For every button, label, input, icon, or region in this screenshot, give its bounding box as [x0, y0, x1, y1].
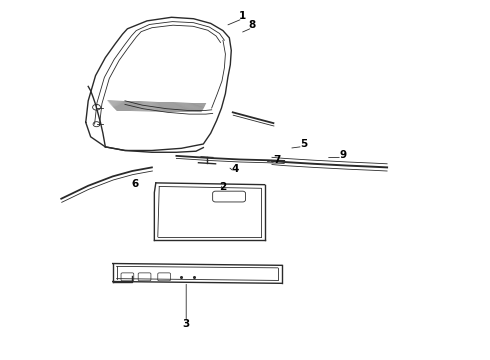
FancyBboxPatch shape — [158, 273, 171, 281]
FancyBboxPatch shape — [213, 191, 245, 202]
Text: 5: 5 — [300, 139, 307, 149]
FancyBboxPatch shape — [138, 273, 151, 281]
Text: 6: 6 — [131, 179, 138, 189]
Text: 7: 7 — [273, 155, 281, 165]
Text: 2: 2 — [220, 182, 226, 192]
Text: 3: 3 — [183, 319, 190, 329]
Text: 1: 1 — [239, 11, 246, 21]
Text: 4: 4 — [231, 164, 239, 174]
Text: 9: 9 — [340, 150, 346, 160]
Text: 8: 8 — [249, 20, 256, 30]
FancyBboxPatch shape — [121, 273, 134, 281]
